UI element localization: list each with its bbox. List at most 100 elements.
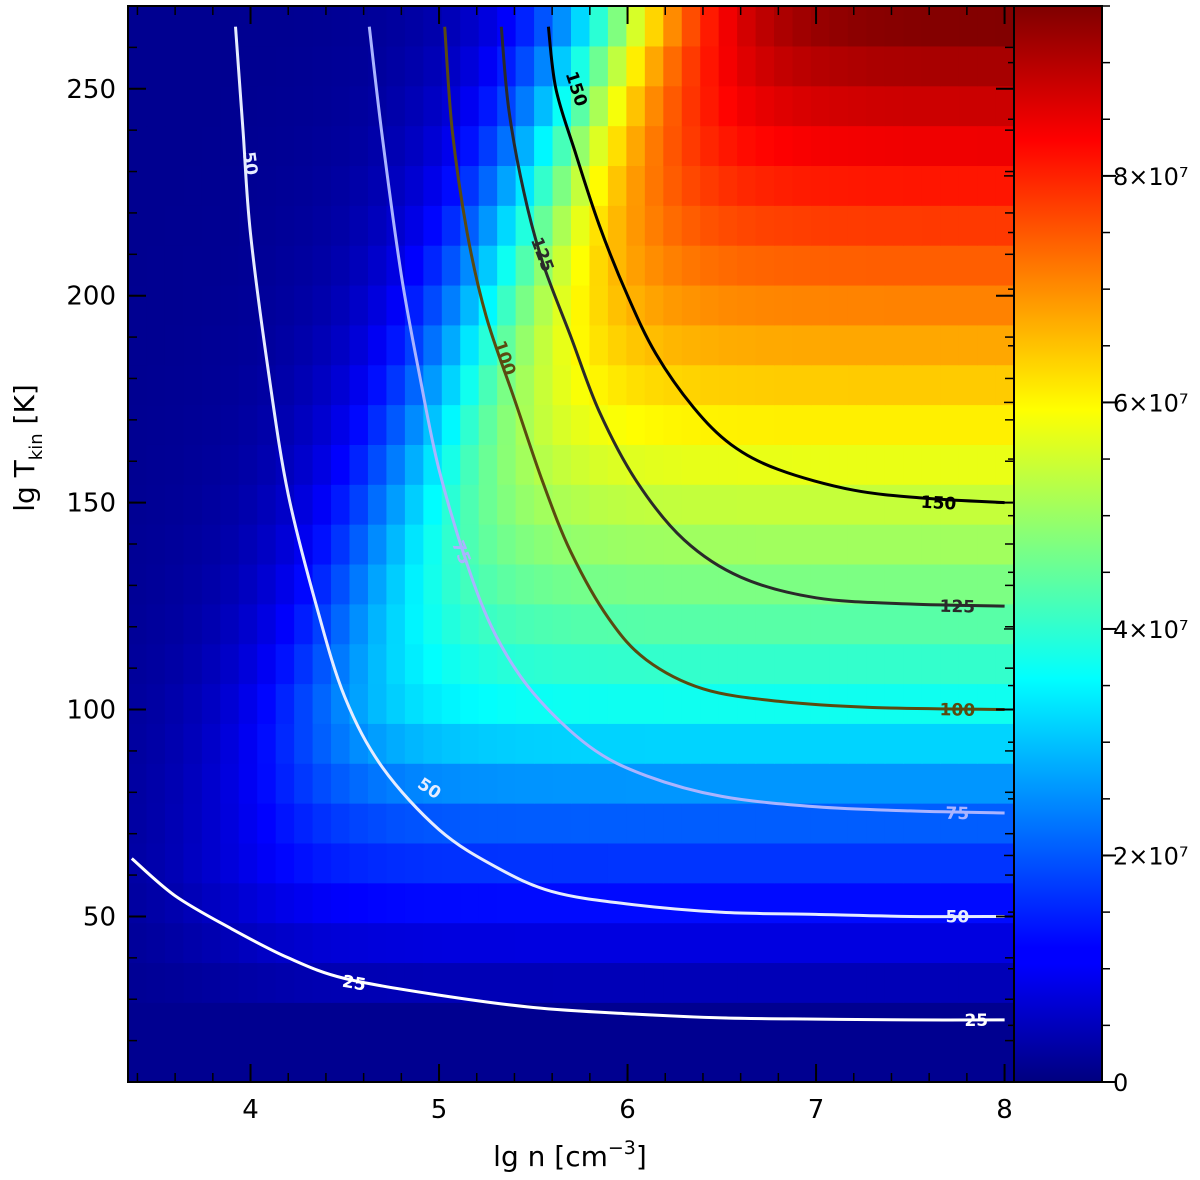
heatmap-cell xyxy=(737,404,757,445)
heatmap-cell xyxy=(940,444,960,485)
heatmap-cell xyxy=(404,205,424,246)
heatmap-cell xyxy=(995,364,1014,406)
heatmap-cell xyxy=(164,1042,184,1082)
heatmap-cell xyxy=(183,165,203,206)
heatmap-cell xyxy=(515,643,535,685)
heatmap-cell xyxy=(995,803,1014,844)
heatmap-cell xyxy=(681,324,701,366)
heatmap-cell xyxy=(737,683,757,724)
heatmap-cell xyxy=(460,45,480,87)
heatmap-cell xyxy=(478,205,498,246)
heatmap-cell xyxy=(755,563,775,605)
heatmap-cell xyxy=(607,205,627,246)
heatmap-cell xyxy=(644,6,664,47)
heatmap-cell xyxy=(460,723,480,764)
heatmap-cell xyxy=(257,643,277,685)
heatmap-cell xyxy=(367,842,388,884)
heatmap-cell xyxy=(589,922,609,964)
heatmap-cell xyxy=(940,563,960,605)
heatmap-cell xyxy=(552,125,572,167)
heatmap-cell xyxy=(977,643,997,685)
heatmap-cell xyxy=(478,245,498,286)
heatmap-cell xyxy=(626,165,646,206)
heatmap-cell xyxy=(977,803,997,844)
heatmap-cell xyxy=(884,683,904,724)
heatmap-cell xyxy=(497,1042,517,1082)
heatmap-cell xyxy=(257,6,277,47)
heatmap-cell xyxy=(238,404,258,445)
heatmap-cell xyxy=(810,922,831,964)
heatmap-cell xyxy=(294,683,314,724)
heatmap-cell xyxy=(755,723,775,764)
heatmap-cell xyxy=(423,763,443,804)
heatmap-cell xyxy=(478,364,498,406)
heatmap-cell xyxy=(940,245,960,286)
heatmap-cell xyxy=(607,524,627,565)
heatmap-cell xyxy=(404,404,424,445)
heatmap-cell xyxy=(441,803,461,844)
heatmap-cell xyxy=(774,603,794,645)
heatmap-cell xyxy=(866,245,886,286)
heatmap-cell xyxy=(921,603,941,645)
contour-label: 25 xyxy=(341,972,368,996)
heatmap-cell xyxy=(903,563,923,605)
heatmap-cell xyxy=(607,404,627,445)
heatmap-cell xyxy=(423,6,443,47)
heatmap-cell xyxy=(146,1042,166,1082)
heatmap-cell xyxy=(238,85,258,127)
heatmap-cell xyxy=(478,404,498,445)
heatmap-cell xyxy=(460,962,480,1003)
contour-label: 75 xyxy=(945,804,969,825)
heatmap-cell xyxy=(552,484,572,525)
heatmap-cell xyxy=(884,962,904,1003)
heatmap-cell xyxy=(829,245,849,286)
heatmap-cell xyxy=(183,484,203,525)
heatmap-cell xyxy=(810,364,831,406)
heatmap-cell xyxy=(312,763,332,804)
heatmap-cell xyxy=(810,882,831,924)
heatmap-cell xyxy=(552,723,572,764)
heatmap-cell xyxy=(128,205,148,246)
heatmap-cell xyxy=(774,962,794,1003)
heatmap-cell xyxy=(571,563,591,605)
heatmap-cell xyxy=(571,6,591,47)
heatmap-cell xyxy=(146,1002,166,1043)
heatmap-cell xyxy=(774,842,794,884)
heatmap-cell xyxy=(700,324,720,366)
heatmap-cell xyxy=(441,364,461,406)
heatmap-cell xyxy=(903,603,923,645)
heatmap-cell xyxy=(331,484,351,525)
heatmap-cell xyxy=(257,922,277,964)
heatmap-cell xyxy=(995,205,1014,246)
heatmap-cell xyxy=(386,324,406,366)
heatmap-cell xyxy=(164,85,184,127)
heatmap-cell xyxy=(607,1002,627,1043)
heatmap-cell xyxy=(626,842,646,884)
heatmap-cell xyxy=(534,1042,554,1082)
heatmap-cell xyxy=(312,842,332,884)
heatmap-cell xyxy=(792,404,812,445)
heatmap-cell xyxy=(663,245,683,286)
heatmap-cell xyxy=(128,125,148,167)
heatmap-cell xyxy=(534,563,554,605)
heatmap-cell xyxy=(607,1042,627,1082)
heatmap-cell xyxy=(257,763,277,804)
heatmap-cell xyxy=(718,45,738,87)
contour-label: 125 xyxy=(939,597,975,618)
heatmap-cell xyxy=(884,45,904,87)
x-tick-label: 8 xyxy=(996,1095,1013,1125)
heatmap-cell xyxy=(220,284,240,326)
heatmap-cell xyxy=(441,842,461,884)
heatmap-cell xyxy=(367,364,388,406)
heatmap-cell xyxy=(681,245,701,286)
heatmap-cell xyxy=(847,842,867,884)
heatmap-cell xyxy=(774,245,794,286)
heatmap-cell xyxy=(183,284,203,326)
heatmap-cell xyxy=(201,643,221,685)
heatmap-cell xyxy=(774,6,794,47)
heatmap-cell xyxy=(903,882,923,924)
heatmap-cell xyxy=(220,922,240,964)
heatmap-cell xyxy=(663,803,683,844)
heatmap-cell xyxy=(183,882,203,924)
heatmap-cell xyxy=(700,643,720,685)
